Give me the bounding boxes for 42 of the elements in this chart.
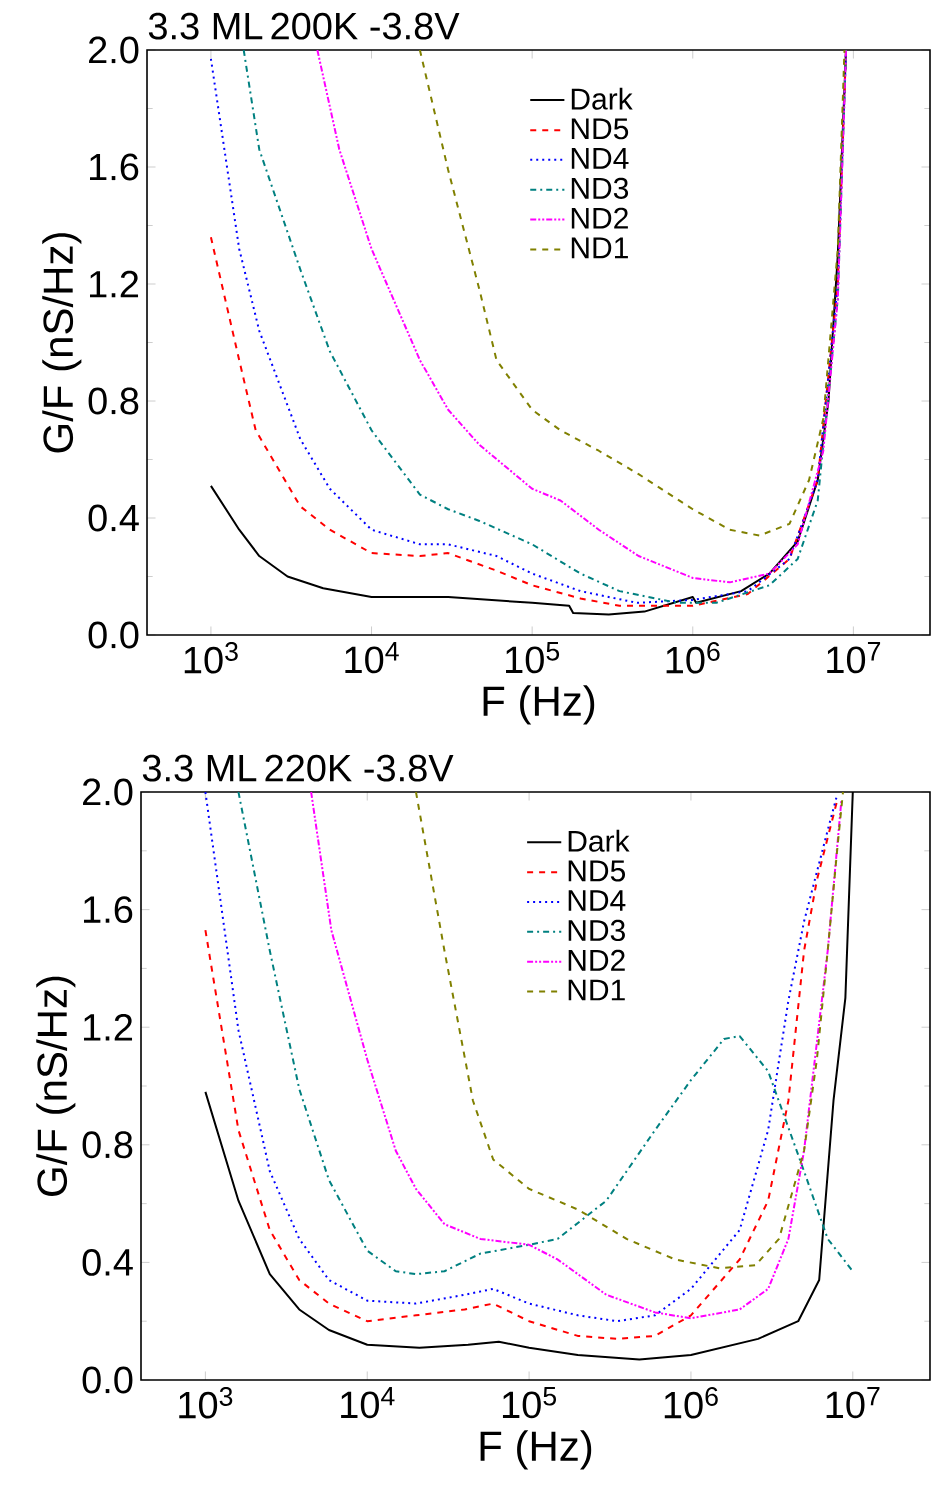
y-axis-title: G/F (nS/Hz) xyxy=(36,976,76,1196)
legend-label: ND4 xyxy=(568,890,626,911)
y-tick-label: 1.2 xyxy=(90,270,139,298)
x-tick-label: 10$^{4}$ xyxy=(345,642,399,674)
y-tick-label: 1.6 xyxy=(84,896,133,924)
chart-title: 3.3 ML xyxy=(142,754,257,782)
y-axis-title: G/F (nS/Hz) xyxy=(42,233,82,453)
y-tick-label: 0.8 xyxy=(88,387,139,415)
chart-subtitle: 220K -3.8V xyxy=(265,754,454,782)
x-axis-title: F (Hz) xyxy=(480,1430,592,1470)
x-tick-label: 10$^{3}$ xyxy=(179,1387,233,1419)
legend-label: ND3 xyxy=(571,177,629,199)
y-tick-label: 0.0 xyxy=(82,1366,133,1394)
y-tick-label: 0.4 xyxy=(82,1248,133,1276)
y-tick-label: 1.2 xyxy=(84,1013,133,1041)
legend-label: Dark xyxy=(571,87,633,110)
x-tick-label: 10$^{6}$ xyxy=(666,642,720,674)
y-tick-label: 0.4 xyxy=(88,504,139,532)
x-tick-label: 10$^{3}$ xyxy=(184,642,238,674)
x-tick-label: 10$^{4}$ xyxy=(341,1387,395,1419)
chart-subtitle: 200K -3.8V xyxy=(271,12,460,40)
legend-label: ND1 xyxy=(571,237,628,259)
y-tick-label: 1.6 xyxy=(90,153,139,181)
legend-label: ND2 xyxy=(568,949,625,971)
chart-title: 3.3 ML xyxy=(148,12,263,40)
legend-label: ND3 xyxy=(568,919,625,942)
x-tick-label: 10$^{6}$ xyxy=(664,1387,718,1419)
legend-label: ND2 xyxy=(571,207,628,229)
y-tick-label: 2.0 xyxy=(89,36,139,64)
x-tick-label: 10$^{7}$ xyxy=(826,1387,880,1419)
x-tick-label: 10$^{7}$ xyxy=(827,642,881,674)
y-tick-label: 0.0 xyxy=(88,621,139,649)
legend-label: ND5 xyxy=(571,118,629,140)
x-tick-label: 10$^{5}$ xyxy=(506,642,560,674)
y-tick-label: 2.0 xyxy=(83,778,133,806)
x-tick-label: 10$^{5}$ xyxy=(502,1387,557,1419)
legend-label: ND4 xyxy=(571,148,629,169)
x-axis-title: F (Hz) xyxy=(483,685,595,725)
legend-label: ND1 xyxy=(568,979,625,1001)
legend-label: ND5 xyxy=(568,860,626,882)
y-tick-label: 0.8 xyxy=(82,1131,133,1159)
legend-label: Dark xyxy=(568,829,630,852)
